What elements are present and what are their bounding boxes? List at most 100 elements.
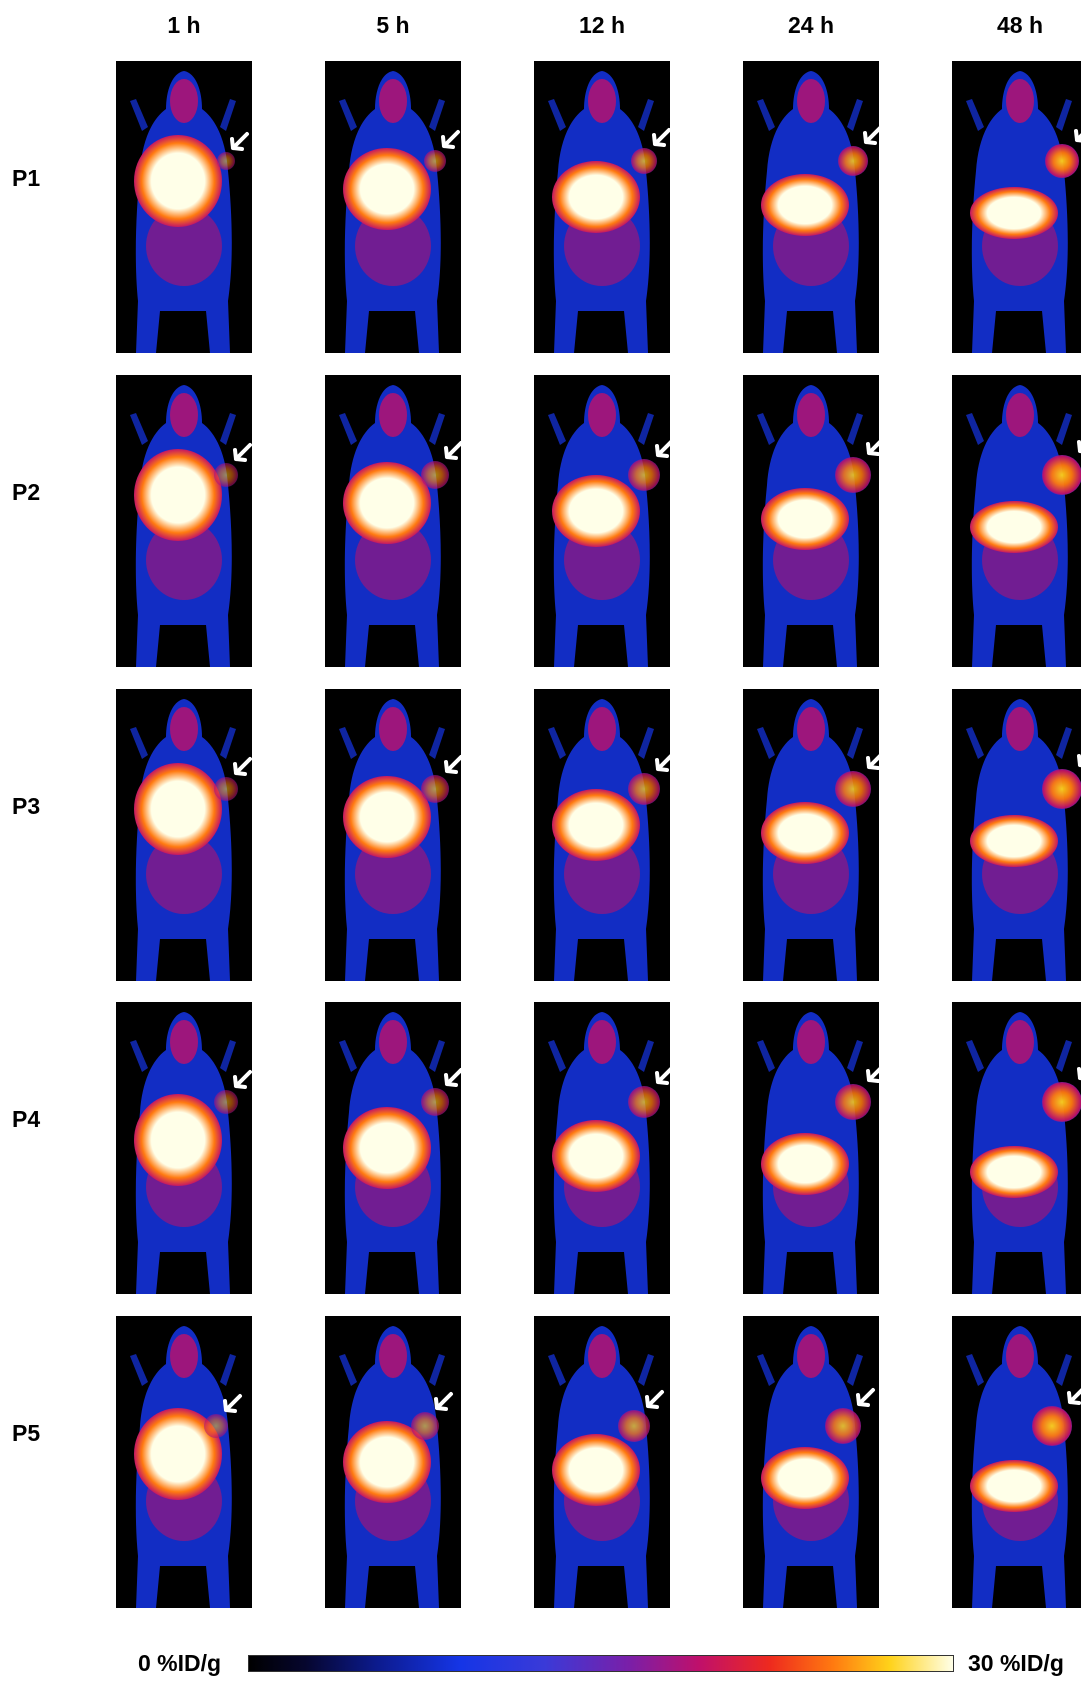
tumor-signal bbox=[631, 148, 657, 174]
tumor-arrow-icon bbox=[230, 132, 249, 151]
tumor-arrow-icon bbox=[444, 441, 461, 460]
pet-image-panel bbox=[325, 689, 461, 981]
colorbar-max-label: 30 %ID/g bbox=[968, 1650, 1064, 1676]
pet-image-panel bbox=[116, 689, 252, 981]
head-signal bbox=[379, 1334, 407, 1378]
pet-image-panel bbox=[952, 375, 1081, 667]
mouse-limb bbox=[1056, 99, 1072, 131]
mouse-limb bbox=[638, 727, 654, 759]
mouse-limb bbox=[220, 99, 236, 131]
liver-signal bbox=[761, 174, 849, 236]
liver-signal bbox=[134, 449, 222, 541]
liver-signal bbox=[134, 135, 222, 227]
liver-signal bbox=[552, 1434, 640, 1506]
mouse-limb bbox=[757, 413, 775, 445]
liver-signal bbox=[552, 475, 640, 547]
liver-signal bbox=[343, 462, 431, 544]
column-label-12h: 12 h bbox=[578, 12, 626, 38]
liver-signal bbox=[343, 776, 431, 858]
row-label-p1: P1 bbox=[12, 165, 41, 191]
head-signal bbox=[379, 707, 407, 751]
tumor-signal bbox=[1042, 455, 1081, 495]
mouse-limb bbox=[847, 413, 863, 445]
pet-image-panel bbox=[952, 61, 1081, 353]
head-signal bbox=[797, 79, 825, 123]
mouse-limb bbox=[548, 413, 566, 445]
pet-image-panel bbox=[534, 375, 670, 667]
head-signal bbox=[170, 79, 198, 123]
pet-image-panel bbox=[743, 689, 879, 981]
mouse-limb bbox=[847, 727, 863, 759]
mouse-limb bbox=[757, 99, 775, 131]
liver-signal bbox=[761, 488, 849, 550]
tumor-signal bbox=[214, 463, 238, 487]
tumor-arrow-icon bbox=[652, 128, 670, 147]
mouse-limb bbox=[429, 99, 445, 131]
tumor-signal bbox=[204, 1414, 228, 1438]
mouse-limb bbox=[847, 1040, 863, 1072]
head-signal bbox=[588, 79, 616, 123]
tumor-signal bbox=[1042, 769, 1081, 809]
liver-signal bbox=[761, 1447, 849, 1509]
tumor-arrow-icon bbox=[655, 440, 670, 458]
pet-image-panel bbox=[743, 375, 879, 667]
pet-image-panel bbox=[952, 1002, 1081, 1294]
pet-image-panel bbox=[534, 689, 670, 981]
head-signal bbox=[1006, 393, 1034, 437]
mouse-limb bbox=[966, 727, 984, 759]
head-signal bbox=[1006, 79, 1034, 123]
tumor-arrow-icon bbox=[655, 1067, 670, 1085]
row-label-p3: P3 bbox=[12, 793, 41, 819]
tumor-signal bbox=[424, 150, 446, 172]
liver-signal bbox=[970, 1460, 1058, 1512]
mouse-limb bbox=[638, 99, 654, 131]
pet-image-panel bbox=[325, 1316, 461, 1608]
mouse-limb bbox=[429, 727, 445, 759]
tumor-signal bbox=[825, 1408, 861, 1444]
mouse-limb bbox=[339, 1040, 357, 1072]
mouse-limb bbox=[757, 1354, 775, 1386]
tumor-signal bbox=[421, 1088, 449, 1116]
mouse-limb bbox=[339, 1354, 357, 1386]
liver-signal bbox=[970, 815, 1058, 867]
colorbar bbox=[248, 1655, 954, 1672]
liver-signal bbox=[552, 789, 640, 861]
column-label-48h: 48 h bbox=[996, 12, 1044, 38]
column-label-1h: 1 h bbox=[167, 12, 201, 38]
tumor-signal bbox=[628, 773, 660, 805]
tumor-signal bbox=[214, 1090, 238, 1114]
mouse-limb bbox=[220, 1354, 236, 1386]
mouse-limb bbox=[429, 1040, 445, 1072]
liver-signal bbox=[970, 187, 1058, 239]
row-label-p5: P5 bbox=[12, 1420, 41, 1446]
mouse-limb bbox=[638, 1354, 654, 1386]
head-signal bbox=[797, 1020, 825, 1064]
head-signal bbox=[588, 393, 616, 437]
column-label-5h: 5 h bbox=[376, 12, 410, 38]
liver-signal bbox=[134, 1408, 222, 1500]
mouse-limb bbox=[1056, 413, 1072, 445]
tumor-arrow-icon bbox=[444, 1068, 461, 1087]
tumor-arrow-icon bbox=[1077, 754, 1081, 768]
row-label-p2: P2 bbox=[12, 479, 41, 505]
pet-image-panel bbox=[743, 61, 879, 353]
tumor-arrow-icon bbox=[856, 1388, 875, 1407]
liver-signal bbox=[970, 501, 1058, 553]
tumor-signal bbox=[1032, 1406, 1072, 1446]
tumor-signal bbox=[618, 1410, 650, 1442]
tumor-arrow-icon bbox=[1074, 129, 1081, 143]
tumor-arrow-icon bbox=[1077, 440, 1081, 454]
tumor-signal bbox=[628, 1086, 660, 1118]
mouse-limb bbox=[339, 413, 357, 445]
pet-image-panel bbox=[534, 1316, 670, 1608]
mouse-limb bbox=[638, 413, 654, 445]
tumor-arrow-icon bbox=[233, 443, 252, 462]
mouse-limb bbox=[638, 1040, 654, 1072]
liver-signal bbox=[552, 161, 640, 233]
tumor-arrow-icon bbox=[434, 1392, 453, 1411]
liver-signal bbox=[761, 1133, 849, 1195]
head-signal bbox=[1006, 1020, 1034, 1064]
mouse-limb bbox=[130, 1040, 148, 1072]
tumor-arrow-icon bbox=[444, 755, 461, 774]
mouse-limb bbox=[130, 99, 148, 131]
